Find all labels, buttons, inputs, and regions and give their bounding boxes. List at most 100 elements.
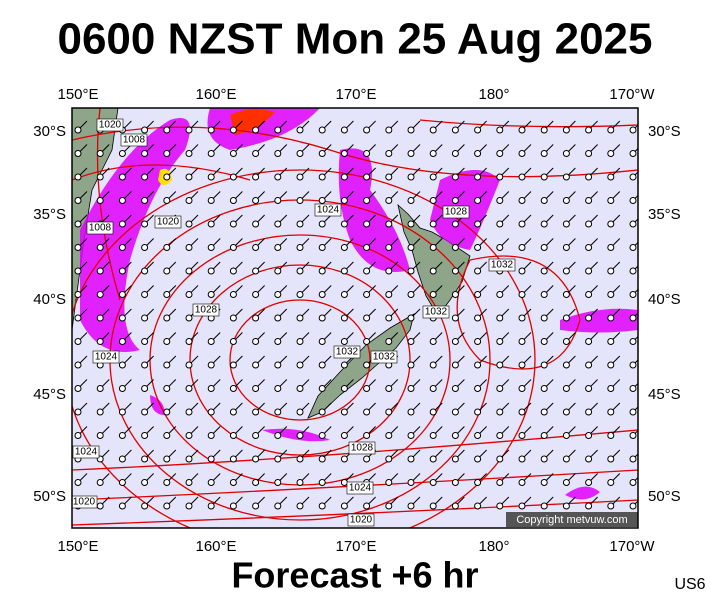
station — [141, 502, 149, 510]
station — [429, 173, 437, 181]
station — [318, 220, 326, 228]
isobar-label: 1024 — [349, 483, 372, 494]
station — [118, 502, 126, 510]
station — [229, 244, 237, 251]
station — [496, 220, 504, 228]
station — [96, 314, 104, 322]
station — [385, 432, 393, 439]
station — [74, 291, 82, 298]
station — [629, 220, 637, 228]
station — [407, 361, 415, 369]
station — [540, 479, 548, 486]
station — [185, 361, 193, 369]
station — [407, 408, 415, 416]
station — [407, 267, 415, 275]
station — [96, 197, 104, 204]
station — [96, 338, 104, 345]
station — [385, 173, 393, 181]
station — [252, 385, 260, 392]
station — [74, 267, 82, 275]
heavy-rain — [230, 109, 275, 135]
station — [185, 314, 193, 322]
station — [274, 150, 282, 157]
isobar-label: 1028 — [351, 443, 374, 454]
station — [207, 502, 215, 510]
station — [496, 197, 504, 204]
station — [562, 338, 570, 345]
station — [451, 314, 459, 322]
station — [296, 267, 304, 275]
isobar-label: 1020 — [157, 217, 180, 228]
station — [96, 385, 104, 392]
lon-label: 150°E — [57, 538, 98, 555]
station — [451, 479, 459, 486]
isobar — [72, 126, 638, 178]
station — [407, 197, 415, 204]
station — [518, 361, 526, 369]
lat-label: 35°S — [648, 206, 681, 223]
station — [496, 126, 504, 134]
station — [318, 479, 326, 486]
lon-label: 150°E — [57, 86, 98, 103]
station — [629, 173, 637, 181]
isobar-label: 1020 — [350, 515, 373, 526]
station — [451, 244, 459, 251]
station — [607, 432, 615, 439]
station — [496, 432, 504, 439]
station — [141, 173, 149, 181]
station — [363, 455, 371, 463]
station — [96, 150, 104, 157]
station — [385, 291, 393, 298]
station — [274, 502, 282, 510]
station — [118, 197, 126, 204]
station — [185, 244, 193, 251]
lat-label: 35°S — [33, 206, 66, 223]
station — [518, 455, 526, 463]
station — [585, 408, 593, 416]
station — [229, 338, 237, 345]
product-code: US6 — [674, 576, 705, 593]
station — [252, 197, 260, 204]
station — [229, 502, 237, 510]
station — [318, 150, 326, 157]
station — [141, 408, 149, 416]
isobar-label-box — [422, 305, 450, 319]
station — [607, 126, 615, 134]
station — [163, 291, 171, 298]
lon-label: 170°E — [335, 86, 376, 103]
station — [474, 267, 482, 275]
station — [629, 150, 637, 157]
station — [429, 479, 437, 486]
station — [407, 432, 415, 439]
graticule-labels: 150°E 150°E 160°E 160°E 170°E 170°E 180° 180° 17… — [33, 86, 680, 555]
station — [629, 338, 637, 345]
isobar-label: 1032 — [336, 347, 359, 358]
station — [429, 244, 437, 251]
station — [585, 173, 593, 181]
station — [96, 479, 104, 486]
station — [96, 244, 104, 251]
lon-label: 160°E — [195, 538, 236, 555]
station — [74, 338, 82, 345]
station — [141, 314, 149, 322]
station — [474, 479, 482, 486]
station — [607, 291, 615, 298]
station — [141, 150, 149, 157]
station — [185, 385, 193, 392]
station — [141, 455, 149, 463]
station — [451, 291, 459, 298]
station — [518, 314, 526, 322]
station — [363, 126, 371, 134]
station — [207, 361, 215, 369]
station — [141, 361, 149, 369]
station — [296, 220, 304, 228]
station — [252, 267, 260, 275]
station — [385, 244, 393, 251]
station — [318, 361, 326, 369]
lat-label: 40°S — [648, 291, 681, 308]
station — [118, 408, 126, 416]
station — [451, 267, 459, 275]
station — [451, 432, 459, 439]
station — [74, 126, 82, 134]
